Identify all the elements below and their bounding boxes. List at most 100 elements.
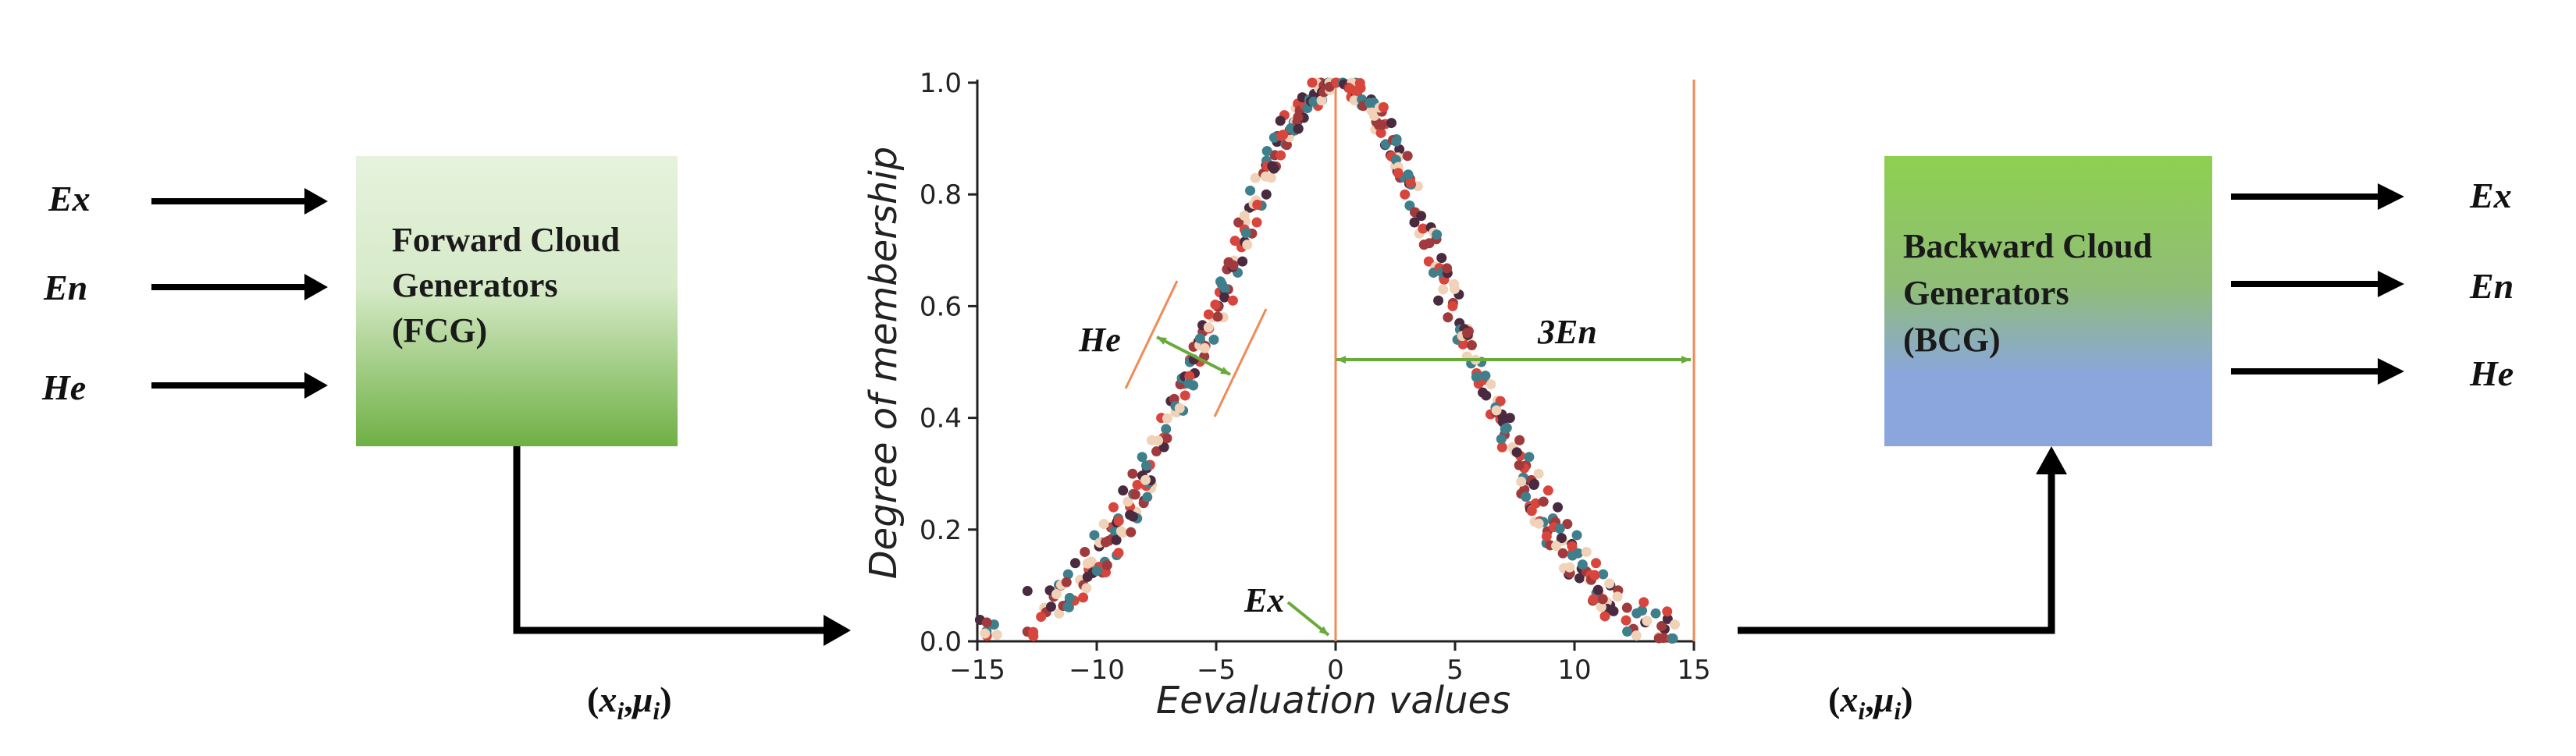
three-en-label: 3En <box>1537 313 1597 351</box>
cloud-drop-point <box>1514 435 1525 445</box>
cloud-drop-point <box>1662 606 1673 617</box>
cloud-drop-point <box>1108 502 1119 513</box>
x-tick-label: −10 <box>1069 655 1125 686</box>
cloud-drop-point <box>1622 626 1633 637</box>
cloud-drop-point <box>1126 527 1137 538</box>
cloud-drop-point <box>1045 602 1056 612</box>
y-tick-label: 0.6 <box>920 291 962 322</box>
cloud-drop-point <box>1128 511 1139 522</box>
cloud-drop-point <box>1581 546 1592 557</box>
flow-label-right: (xi,μi) <box>1828 680 1913 725</box>
cloud-drop-point <box>1118 485 1129 496</box>
cloud-drop-point <box>1233 217 1244 228</box>
bcg-box <box>1884 156 2212 446</box>
cloud-drop-point <box>1111 534 1122 545</box>
cloud-drop-point <box>1393 168 1404 179</box>
cloud-drop-point <box>1612 591 1623 602</box>
cloud-drop-point <box>1591 558 1602 569</box>
cloud-drop-point <box>1162 433 1172 444</box>
cloud-drop-point <box>1662 613 1673 624</box>
cloud-drop-point <box>1409 217 1420 228</box>
cloud-drop-point <box>1436 253 1447 264</box>
cloud-drop-point <box>1051 589 1062 600</box>
cloud-drop-point <box>1638 597 1649 608</box>
cloud-drop-point <box>1481 390 1492 401</box>
cloud-drop-point <box>1462 328 1473 339</box>
cloud-drop-point <box>1278 130 1289 140</box>
cloud-drop-point <box>1199 343 1210 353</box>
cloud-drop-point <box>1281 140 1292 151</box>
fcg-label-line-2: Generators <box>392 266 558 304</box>
cloud-drop-point <box>1054 608 1065 619</box>
cloud-drop-point <box>1447 300 1458 311</box>
cloud-drop-point <box>1592 584 1603 595</box>
bcg-label-line-1: Backward Cloud <box>1903 227 2152 265</box>
reference-lines <box>1334 80 1695 641</box>
cloud-drop-point <box>1086 556 1097 567</box>
cloud-drop-point <box>1391 136 1402 147</box>
x-tick-label: 15 <box>1677 655 1710 686</box>
cloud-drop-point <box>1650 608 1661 619</box>
he-annotation: He <box>1078 280 1268 417</box>
he-span-arrow <box>1156 335 1231 376</box>
cloud-drop-point <box>1529 478 1540 489</box>
cloud-drop-point <box>1432 229 1443 240</box>
cloud-drop-point <box>1127 468 1138 479</box>
cloud-drop-point <box>1621 602 1632 613</box>
cloud-drop-point <box>1442 263 1453 274</box>
x-axis-title: Eevaluation values <box>1156 679 1510 722</box>
cloud-drop-point <box>1577 559 1588 570</box>
cloud-drop-point <box>1151 446 1162 457</box>
cloud-drop-point <box>1526 506 1537 516</box>
output-arrowhead-he <box>2378 358 2404 385</box>
cloud-drop-point <box>1267 161 1278 172</box>
cloud-drop-point <box>1062 569 1073 580</box>
y-axis-title: Degree of membership <box>862 147 906 580</box>
cloud-drop-point <box>1219 292 1230 303</box>
x-tick-label: −5 <box>1197 655 1236 686</box>
cloud-drop-point <box>1251 217 1262 228</box>
cloud-drop-point <box>1438 284 1449 295</box>
cloud-drop-point <box>1402 151 1413 161</box>
cloud-drop-point <box>1061 577 1072 587</box>
cloud-drop-point <box>1608 605 1619 616</box>
cloud-drop-point <box>1504 413 1515 424</box>
cloud-drop-point <box>1599 611 1610 622</box>
cloud-drop-point <box>1252 199 1263 210</box>
three-en-annotation: 3En <box>1336 313 1691 364</box>
cloud-drop-point <box>1598 569 1609 580</box>
cloud-drop-point <box>1400 189 1411 200</box>
cloud-drop-point <box>1375 127 1386 138</box>
cloud-drop-point <box>1210 299 1221 310</box>
cloud-drop-point <box>1631 630 1642 641</box>
cloud-drop-point <box>1113 516 1124 527</box>
cloud-drop-point <box>1349 95 1360 106</box>
cloud-drop-point <box>1140 460 1151 471</box>
cloud-drop-point <box>1100 537 1111 548</box>
fcg-label-line-3: (FCG) <box>392 311 487 350</box>
cloud-drop-point <box>1433 295 1444 306</box>
cloud-drop-point <box>1466 340 1477 351</box>
y-tick-label: 0.2 <box>920 515 962 546</box>
fcg-to-chart-arrow <box>513 446 851 646</box>
cloud-drop-point <box>1653 633 1664 644</box>
cloud-drop-point <box>1564 562 1575 573</box>
cloud-drop-point <box>1237 256 1248 267</box>
cloud-drop-point <box>1496 434 1507 445</box>
cloud-drop-point <box>980 628 991 639</box>
cloud-drop-point <box>1533 518 1544 529</box>
cloud-drop-point <box>1516 476 1527 487</box>
output-arrowhead-en <box>2378 271 2404 297</box>
cloud-drop-point <box>1261 189 1272 200</box>
membership-chart: 0.0 0.2 0.4 0.6 0.8 1.0 −15 −10 −5 0 5 10 15 Degree… <box>862 68 1711 722</box>
input-arrowhead-he <box>304 372 328 399</box>
cloud-drop-point <box>1511 447 1522 458</box>
x-tick-label: 0 <box>1327 655 1344 686</box>
he-label: He <box>1078 321 1121 359</box>
cloud-drop-point <box>1588 594 1599 605</box>
ex-label: Ex <box>1244 581 1284 619</box>
cloud-drop-point <box>1524 452 1535 463</box>
cloud-drop-point <box>1229 236 1240 247</box>
input-label-ex: Ex <box>48 179 91 218</box>
